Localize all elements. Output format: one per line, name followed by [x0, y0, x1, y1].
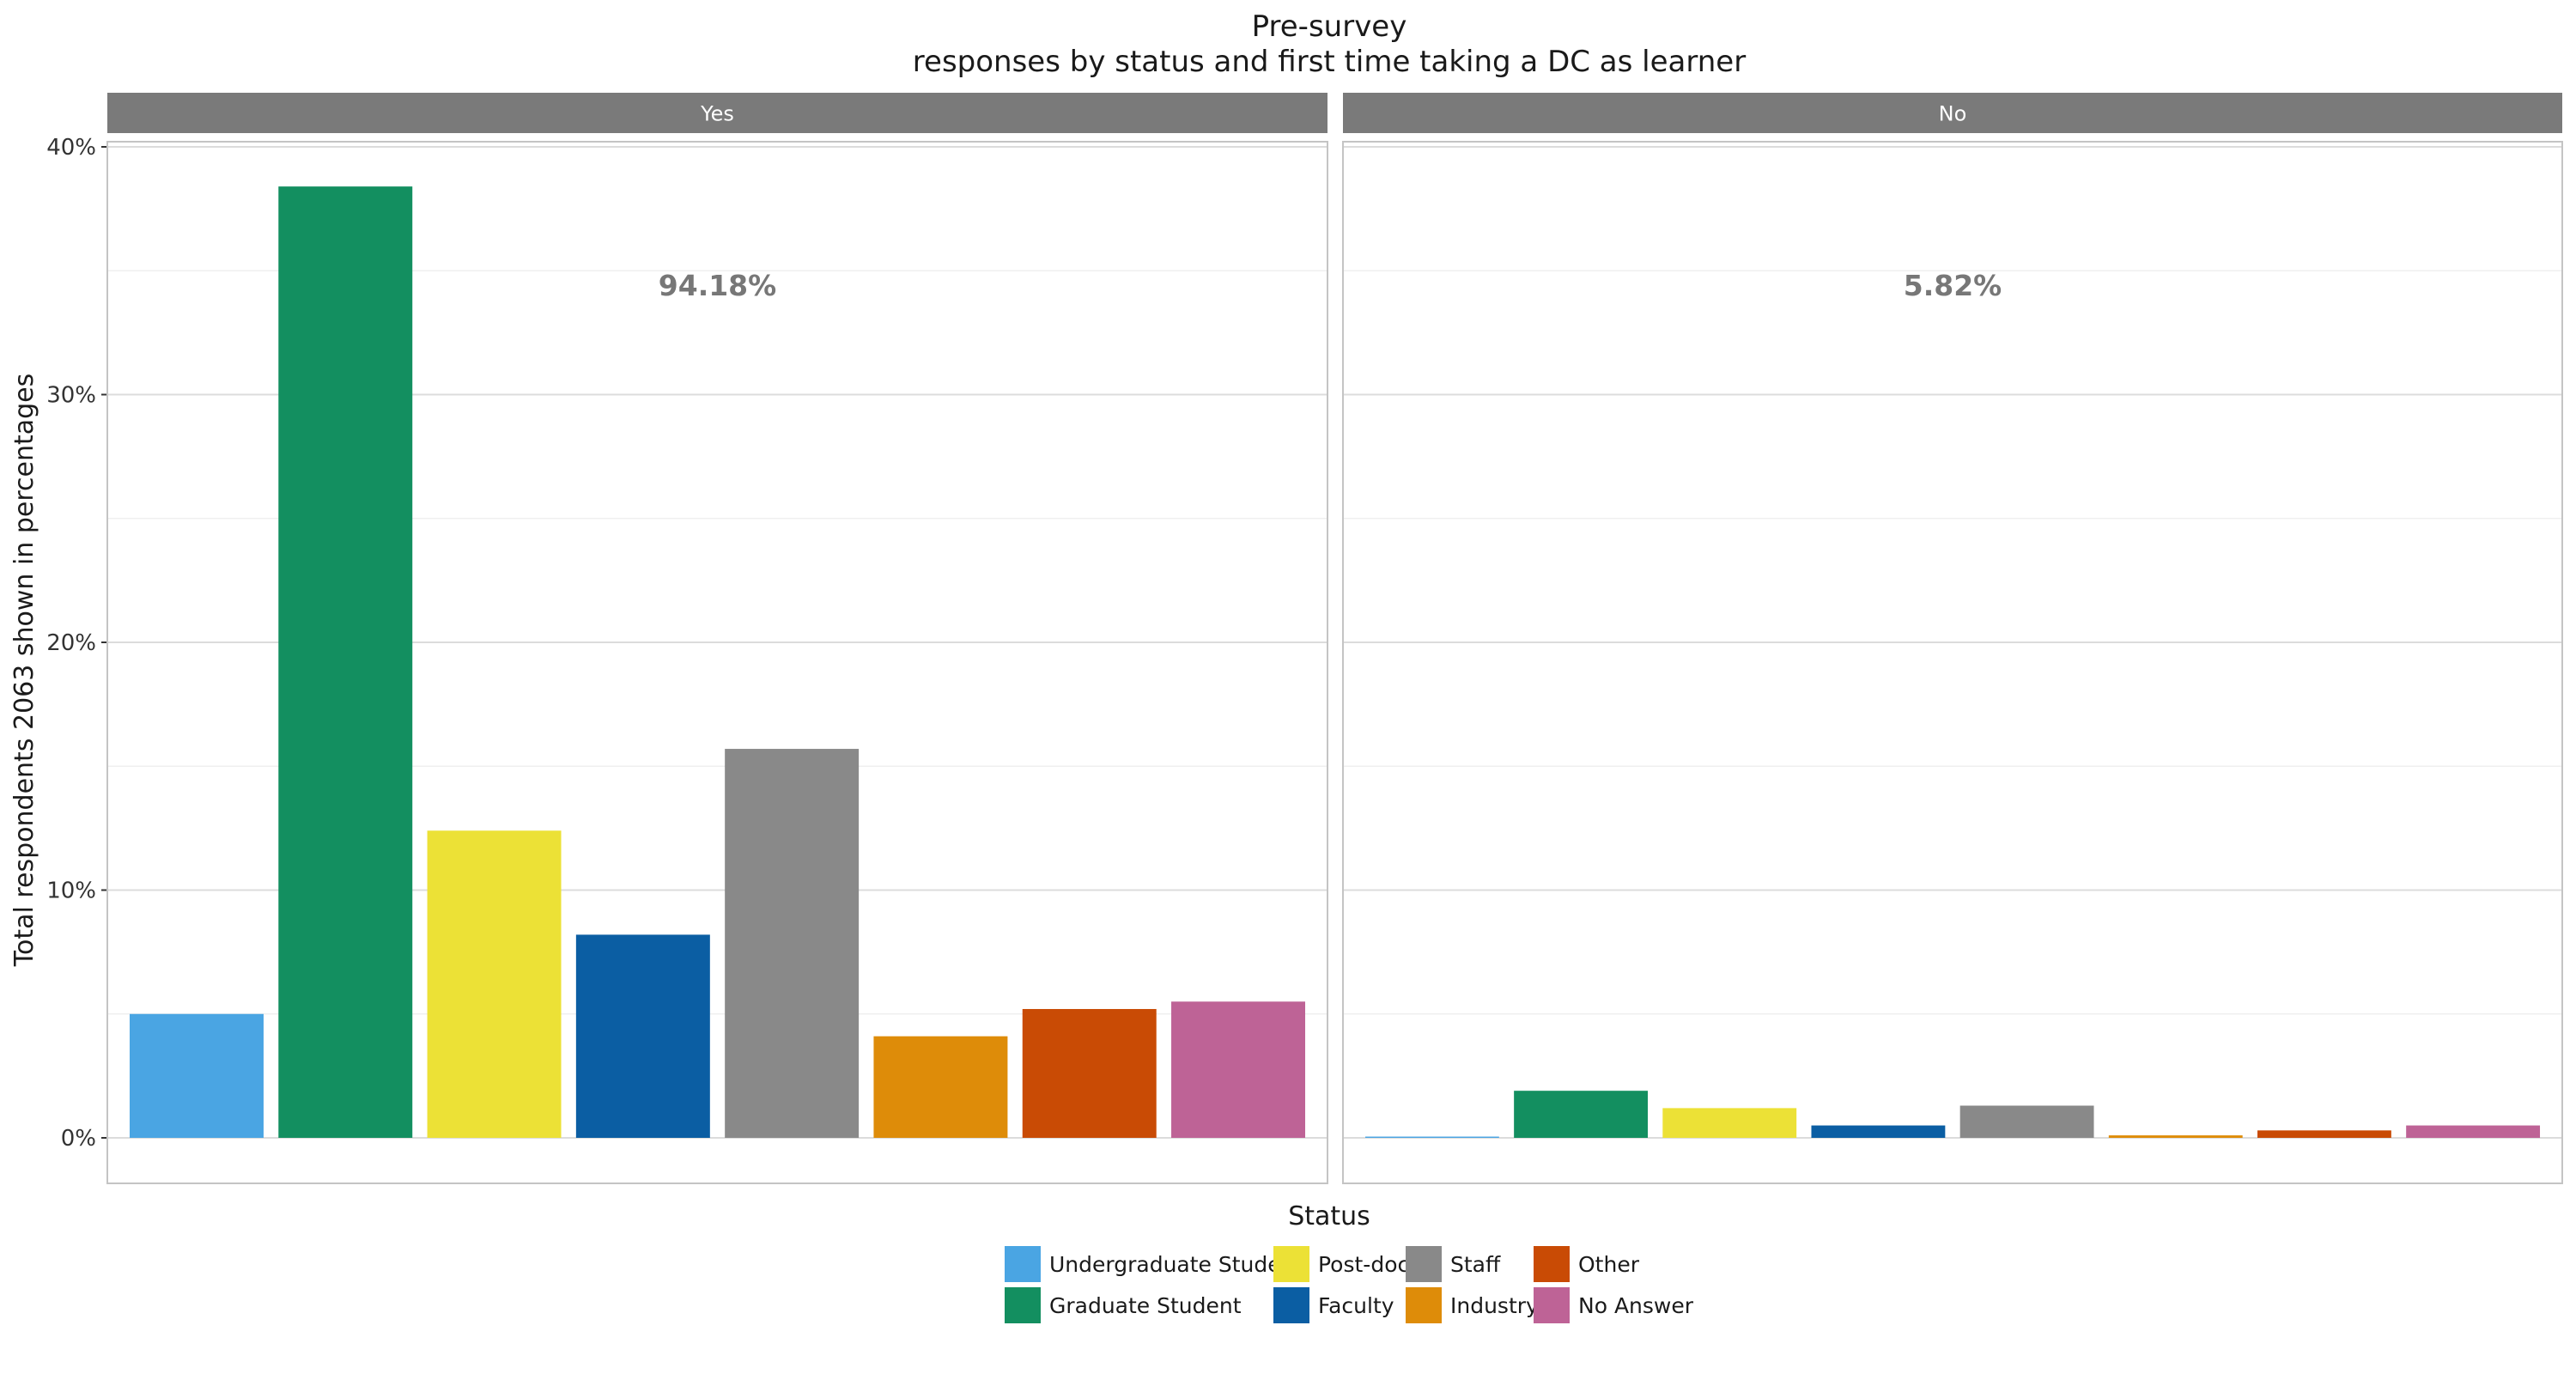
legend-label: Industry	[1450, 1293, 1539, 1318]
bar-faculty	[575, 934, 710, 1138]
legend-label: No Answer	[1578, 1293, 1694, 1318]
y-tick-label: 20%	[46, 630, 96, 656]
y-tick-label: 10%	[46, 879, 96, 904]
panel-background	[1343, 142, 2562, 1183]
legend-swatch	[1273, 1246, 1309, 1282]
facet-panel-yes: Yes 94.18%	[106, 93, 1328, 1184]
chart-subtitle: responses by status and first time takin…	[913, 45, 1746, 79]
legend-swatch	[1406, 1246, 1442, 1282]
bar-no-answer	[2406, 1125, 2541, 1138]
legend-item-no-answer: No Answer	[1534, 1287, 1694, 1323]
legend-label: Undergraduate Student	[1049, 1252, 1303, 1277]
bar-graduate-student	[1514, 1091, 1648, 1138]
legend-item-faculty: Faculty	[1273, 1287, 1394, 1323]
bar-post-doc	[1662, 1108, 1797, 1138]
legend-swatch	[1005, 1287, 1041, 1323]
legend-item-industry: Industry	[1406, 1287, 1539, 1323]
legend-label: Post-doc	[1318, 1252, 1409, 1277]
legend-label: Graduate Student	[1049, 1293, 1242, 1318]
facet-panels: 0% 10% 20% 30% 40% Yes 94.18% No 5.82%	[46, 93, 2563, 1184]
legend-swatch	[1534, 1246, 1570, 1282]
facet-strip-label: Yes	[700, 102, 734, 126]
bar-post-doc	[427, 830, 562, 1138]
facet-strip	[107, 93, 1327, 133]
bar-undergraduate-student	[1364, 1136, 1499, 1138]
legend-item-post-doc: Post-doc	[1273, 1246, 1409, 1282]
legend-swatch	[1406, 1287, 1442, 1323]
bar-industry	[2108, 1135, 2243, 1138]
panel-border	[1342, 141, 2563, 1184]
bar-other	[1022, 1008, 1157, 1138]
facet-panel-no: No 5.82%	[1342, 93, 2563, 1184]
bar-staff	[725, 749, 860, 1138]
facet-share-annotation: 5.82%	[1904, 269, 2002, 302]
bar-undergraduate-student	[129, 1013, 264, 1138]
legend: Undergraduate Student Graduate Student Pos…	[1005, 1246, 1694, 1323]
legend-label: Staff	[1450, 1252, 1501, 1277]
chart-title: Pre-survey	[1252, 9, 1407, 44]
legend-item-other: Other	[1534, 1246, 1640, 1282]
legend-swatch	[1534, 1287, 1570, 1323]
y-axis-label: Total respondents 2063 shown in percenta…	[9, 374, 39, 967]
bar-graduate-student	[278, 186, 413, 1138]
legend-swatch	[1273, 1287, 1309, 1323]
bar-industry	[873, 1036, 1008, 1138]
facet-strip	[1343, 93, 2562, 133]
legend-label: Faculty	[1318, 1293, 1394, 1318]
y-tick-label: 30%	[46, 383, 96, 409]
legend-item-graduate-student: Graduate Student	[1005, 1287, 1242, 1323]
facet-share-annotation: 94.18%	[659, 269, 776, 302]
legend-item-staff: Staff	[1406, 1246, 1501, 1282]
bar-faculty	[1811, 1125, 1946, 1138]
legend-label: Other	[1578, 1252, 1640, 1277]
bar-other	[2257, 1130, 2391, 1138]
legend-swatch	[1005, 1246, 1041, 1282]
y-tick-label: 40%	[46, 135, 96, 161]
y-tick-label: 0%	[61, 1126, 96, 1152]
x-axis-label: Status	[1288, 1201, 1370, 1231]
bar-no-answer	[1171, 1001, 1306, 1138]
panel-border	[106, 141, 1328, 1184]
facet-strip-label: No	[1939, 102, 1967, 126]
legend-item-undergraduate-student: Undergraduate Student	[1005, 1246, 1303, 1282]
bar-staff	[1959, 1105, 2094, 1138]
